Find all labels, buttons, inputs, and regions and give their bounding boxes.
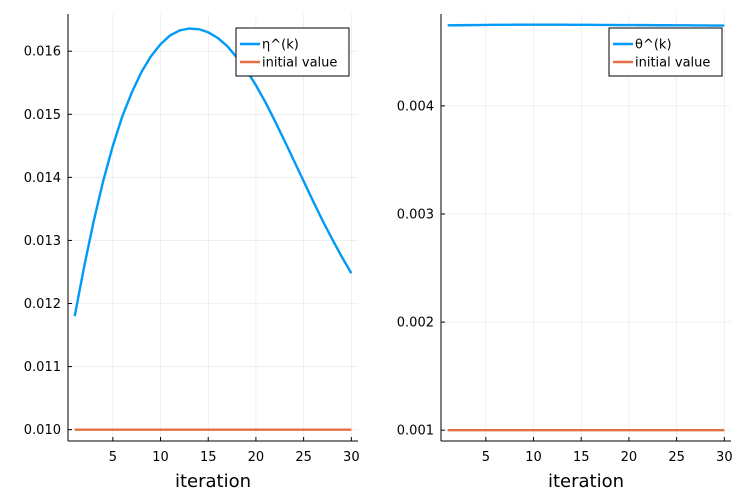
x-tick-label: 20 [621, 450, 638, 465]
legend-box [608, 27, 723, 77]
chart-panel-2: 5 10 15 20 25 30 0.001 0.002 0.003 0.004 iteration… [397, 14, 733, 492]
x-tick-label: 30 [343, 450, 360, 465]
x-axis-label: iteration [175, 471, 251, 492]
chart-panel-1: 5 10 15 20 25 30 0.010 0.011 0.012 0.013 0.014 0.01… [24, 14, 360, 492]
series-line-1 [447, 23, 725, 27]
series-line-1 [73, 27, 353, 317]
y-tick-label: 0.011 [24, 360, 61, 375]
x-tick-label: 20 [248, 450, 265, 465]
y-tick-label: 0.012 [24, 297, 61, 312]
legend-label: initial value [262, 56, 337, 71]
x-tick-label: 15 [573, 450, 590, 465]
legend-label: initial value [635, 56, 710, 71]
legend: η^(k) initial value [235, 27, 350, 77]
legend-label: η^(k) [262, 38, 299, 53]
y-tick-label: 0.015 [24, 108, 61, 123]
x-tick-label: 30 [716, 450, 733, 465]
legend-label: θ^(k) [635, 38, 672, 53]
x-tick-label: 10 [152, 450, 169, 465]
x-tick-label: 25 [668, 450, 685, 465]
y-tick-label: 0.004 [397, 99, 434, 114]
legend: θ^(k) initial value [608, 27, 723, 77]
x-tick-label: 10 [525, 450, 542, 465]
y-tick-label: 0.013 [24, 234, 61, 249]
y-tick-label: 0.002 [397, 316, 434, 331]
x-tick-label: 5 [482, 450, 490, 465]
legend-box [235, 27, 350, 77]
x-tick-label: 15 [200, 450, 217, 465]
x-tick-label: 25 [295, 450, 312, 465]
y-tick-label: 0.016 [24, 45, 61, 60]
y-tick-label: 0.014 [24, 171, 61, 186]
y-tick-label: 0.003 [397, 207, 434, 222]
y-tick-label: 0.010 [24, 423, 61, 438]
x-axis-label: iteration [548, 471, 624, 492]
y-tick-label: 0.001 [397, 424, 434, 439]
x-tick-label: 5 [109, 450, 117, 465]
